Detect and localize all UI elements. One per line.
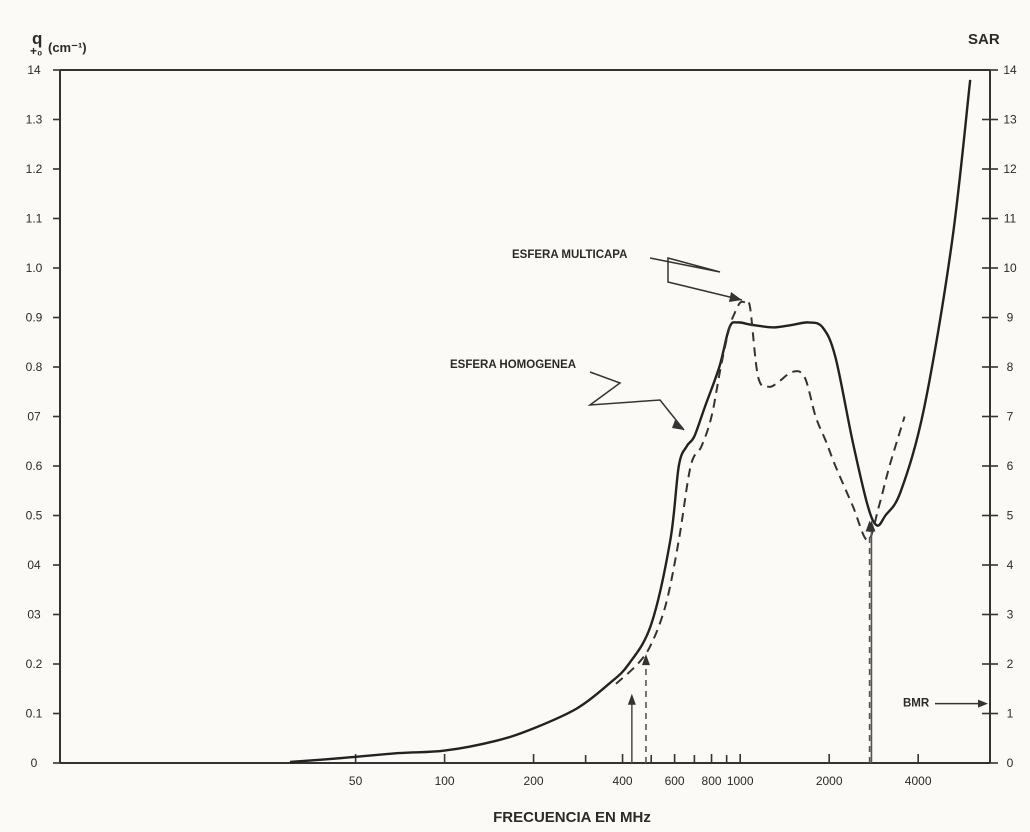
marker-arrowhead-3: [865, 520, 874, 532]
y-right-tick-label: 4: [1007, 558, 1014, 572]
y-right-tick-label: 7: [1007, 410, 1014, 424]
x-tick-label-400: 400: [613, 774, 633, 788]
y-right-tick-label: 13: [1003, 113, 1017, 127]
y-right-label: SAR: [968, 31, 1000, 48]
annotation-multicapa-label: ESFERA MULTICAPA: [512, 249, 627, 261]
y-left-label-unit: (cm⁻¹): [48, 40, 87, 55]
series-multicapa-line: [615, 299, 906, 685]
markers: [627, 520, 876, 763]
y-right-tick-label: 5: [1007, 509, 1014, 523]
annotation-multicapa: ESFERA MULTICAPA: [512, 249, 743, 302]
pointer-homogenea-head: [672, 420, 684, 430]
y-right-tick-label: 3: [1007, 608, 1014, 622]
x-tick-label-50: 50: [349, 774, 363, 788]
ticks: 50 100 200 400 600 800 1000 2000 400000.10.20304…: [26, 63, 1017, 788]
annotation-homogenea: ESFERA HOMOGENEA: [450, 359, 685, 431]
y-right-tick-label: 1: [1007, 707, 1014, 721]
y-left-tick-label: 1.0: [26, 261, 43, 275]
y-left-tick-label: 0.2: [26, 657, 43, 671]
annotation-bmr-label: BMR: [903, 698, 930, 710]
curves: [289, 79, 972, 764]
y-left-tick-label: 0.5: [26, 509, 43, 523]
x-tick-label-600: 600: [665, 774, 685, 788]
y-left-label-q: q: [32, 29, 42, 48]
x-tick-label-4000: 4000: [905, 774, 932, 788]
y-left-tick-label: 0.1: [26, 707, 43, 721]
y-left-tick-label: 1.2: [26, 162, 43, 176]
x-tick-label-200: 200: [524, 774, 544, 788]
marker-arrowhead-0: [627, 693, 636, 705]
y-left-tick-label: 1.3: [26, 113, 43, 127]
annotation-homogenea-label: ESFERA HOMOGENEA: [450, 359, 576, 371]
pointer-multicapa-head: [729, 292, 742, 302]
y-left-tick-label: 03: [27, 608, 41, 622]
y-left-tick-label: 04: [27, 558, 41, 572]
marker-arrowhead-1: [641, 654, 650, 666]
y-left-tick-label: 0.8: [26, 360, 43, 374]
pointer-multicapa: [649, 257, 743, 301]
series-homogenea-line: [289, 79, 972, 764]
y-right-tick-label: 0: [1007, 756, 1014, 770]
y-left-tick-label: 0: [31, 756, 38, 770]
y-right-tick-label: 8: [1007, 360, 1014, 374]
y-right-tick-label: 2: [1007, 657, 1014, 671]
pointer-bmr-head: [978, 699, 988, 708]
y-right-tick-label: 12: [1003, 162, 1017, 176]
y-left-tick-label: 0.6: [26, 459, 43, 473]
x-tick-label-100: 100: [435, 774, 455, 788]
y-right-tick-label: 11: [1004, 212, 1017, 226]
y-left-label-sub: +₀: [30, 44, 42, 58]
x-tick-label-800: 800: [702, 774, 722, 788]
y-right-tick-label: 9: [1007, 311, 1014, 325]
y-left-tick-label: 14: [27, 63, 41, 77]
y-left-tick-label: 0.9: [26, 311, 43, 325]
y-right-tick-label: 14: [1003, 63, 1017, 77]
x-tick-label-1000: 1000: [727, 774, 754, 788]
annotation-bmr: BMR: [903, 698, 988, 710]
y-left-tick-label: 1.1: [26, 212, 43, 226]
y-left-tick-label: 07: [27, 410, 41, 424]
pointer-homogenea: [587, 371, 685, 431]
y-right-tick-label: 10: [1003, 261, 1017, 275]
y-right-tick-label: 6: [1007, 459, 1014, 473]
x-tick-label-2000: 2000: [816, 774, 843, 788]
x-axis-label: FRECUENCIA EN MHz: [493, 809, 651, 826]
